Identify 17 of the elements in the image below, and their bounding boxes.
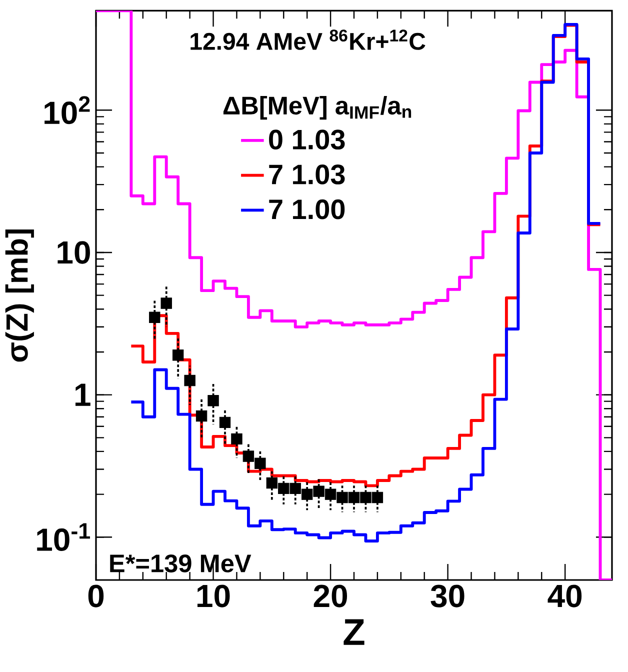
legend-label: 7 1.03 — [269, 164, 345, 184]
x-tick-label: 30 — [430, 584, 464, 608]
x-tick-label: 20 — [314, 584, 348, 608]
y-axis-title: σ(Z) [mb] — [5, 230, 34, 362]
y-tick-label: 1 — [76, 384, 90, 406]
x-axis-title: Z — [344, 619, 364, 645]
legend-label: 7 1.00 — [269, 199, 345, 220]
x-tick-label: 10 — [197, 584, 230, 608]
x-tick-label: 0 — [88, 584, 104, 608]
legend-label: 0 1.03 — [269, 130, 345, 150]
y-tick-label: 10$^{-1}$ — [37, 523, 90, 552]
y-tick-label: 10$^{2}$ — [44, 96, 90, 124]
legend-title: ΔB[MeV] a$_{IMF}$/a$_{n}$ — [223, 96, 412, 120]
y-tick-label: 10 — [58, 241, 90, 264]
x-tick-label: 40 — [548, 584, 582, 608]
text: 12.94 AMeV $^{86}$Kr+$^{12}$C — [190, 30, 426, 50]
annotation: E*=139 MeV — [110, 554, 252, 572]
